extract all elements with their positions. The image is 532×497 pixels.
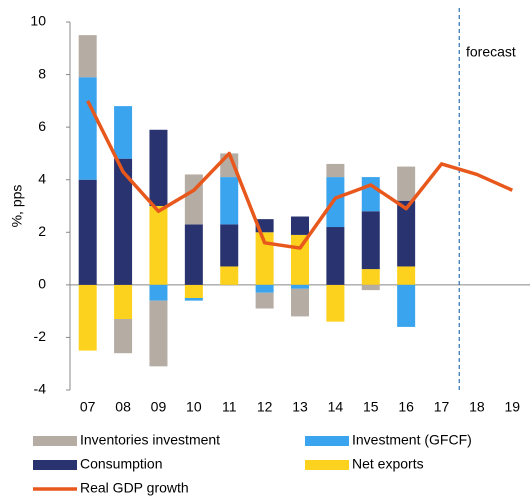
bar bbox=[397, 200, 416, 267]
bar bbox=[78, 35, 97, 78]
bar bbox=[397, 266, 416, 285]
x-tick-label: 17 bbox=[434, 399, 450, 415]
bar bbox=[397, 166, 416, 201]
bar bbox=[114, 284, 133, 320]
y-tick-label: -4 bbox=[34, 381, 47, 397]
x-tick-label: 11 bbox=[222, 399, 237, 415]
x-tick-label: 14 bbox=[328, 399, 344, 415]
bar bbox=[184, 298, 203, 301]
x-tick-label: 13 bbox=[292, 399, 308, 415]
bar bbox=[361, 177, 380, 212]
bar bbox=[78, 77, 97, 180]
bar bbox=[220, 266, 239, 285]
legend-label: Consumption bbox=[80, 456, 163, 472]
bar bbox=[361, 269, 380, 285]
legend-swatch bbox=[33, 460, 77, 470]
legend-swatch bbox=[33, 436, 77, 446]
legend-swatch bbox=[305, 460, 349, 470]
x-tick-label: 07 bbox=[80, 399, 96, 415]
bar bbox=[220, 224, 239, 267]
legend-swatch bbox=[305, 436, 349, 446]
x-tick-label: 19 bbox=[505, 399, 521, 415]
bar bbox=[184, 224, 203, 285]
x-tick-label: 15 bbox=[363, 399, 379, 415]
bar bbox=[149, 300, 168, 367]
line bbox=[86, 100, 514, 250]
x-tick-label: 10 bbox=[186, 399, 202, 415]
bar bbox=[78, 179, 97, 285]
x-tick-label: 12 bbox=[257, 399, 273, 415]
y-tick-label: 2 bbox=[38, 223, 46, 239]
bar bbox=[326, 163, 345, 178]
legend-label: Inventories investment bbox=[80, 432, 220, 448]
x-tick-label: 08 bbox=[115, 399, 131, 415]
bar bbox=[361, 211, 380, 270]
bar bbox=[326, 227, 345, 285]
bar bbox=[114, 106, 133, 159]
bar bbox=[326, 284, 345, 322]
bar bbox=[291, 234, 309, 285]
y-tick-label: 10 bbox=[30, 13, 46, 29]
legend-label: Real GDP growth bbox=[80, 480, 189, 496]
legend-label: Net exports bbox=[352, 456, 424, 472]
bar bbox=[149, 284, 168, 301]
forecast-label: forecast bbox=[466, 44, 516, 60]
bar bbox=[114, 319, 133, 354]
y-axis-label: %, pps bbox=[9, 185, 25, 228]
y-tick-label: 4 bbox=[38, 170, 46, 186]
y-tick-label: 8 bbox=[38, 65, 46, 81]
bar bbox=[149, 206, 168, 285]
bar bbox=[255, 284, 274, 293]
bar bbox=[149, 129, 168, 206]
bar bbox=[255, 232, 274, 285]
legend-label: Investment (GFCF) bbox=[352, 432, 472, 448]
x-tick-label: 16 bbox=[398, 399, 414, 415]
bar bbox=[220, 177, 239, 225]
bar bbox=[291, 288, 309, 317]
bar bbox=[326, 177, 345, 228]
bar bbox=[291, 284, 309, 289]
bar bbox=[184, 284, 203, 298]
y-tick-label: 0 bbox=[38, 276, 46, 292]
y-tick-label: -2 bbox=[34, 328, 47, 344]
bar bbox=[291, 216, 309, 235]
x-tick-label: 09 bbox=[151, 399, 167, 415]
bar bbox=[397, 284, 416, 327]
y-tick-label: 6 bbox=[38, 118, 46, 134]
bar bbox=[361, 284, 380, 291]
bar bbox=[255, 292, 274, 309]
bar bbox=[114, 158, 133, 285]
x-tick-label: 18 bbox=[469, 399, 485, 415]
bar bbox=[78, 284, 97, 351]
